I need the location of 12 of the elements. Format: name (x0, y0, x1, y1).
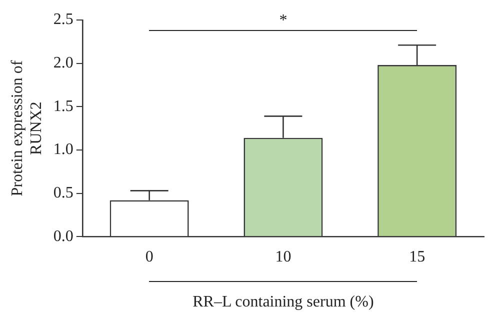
x-tick-label: 10 (275, 248, 292, 266)
y-tick-label: 0.0 (53, 228, 74, 245)
y-tick-label: 2.0 (53, 54, 74, 72)
y-tick-label: 2.5 (53, 11, 74, 28)
y-tick-label: 1.5 (53, 98, 74, 115)
x-tick-label: 0 (145, 248, 154, 266)
annotation: * (279, 12, 288, 30)
y-tick-label: 1.0 (53, 141, 74, 158)
y-tick-label: 0.5 (53, 184, 74, 202)
y-axis-title: Protein expression of RUNX2 (8, 60, 46, 196)
x-tick-label: 15 (409, 248, 426, 266)
x-axis-title: RR–L containing serum (%) (192, 294, 374, 311)
